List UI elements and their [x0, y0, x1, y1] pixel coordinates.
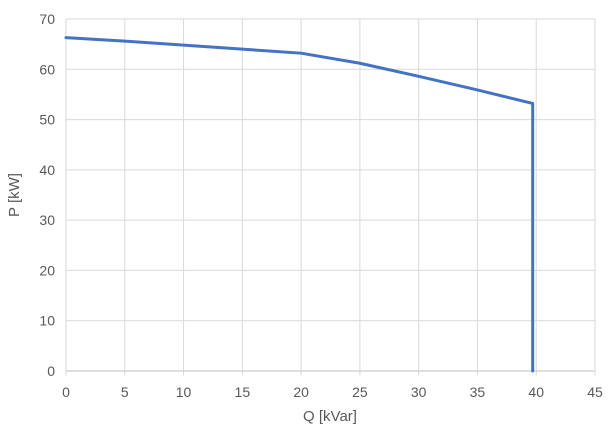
x-tick-label: 40: [528, 384, 544, 400]
x-tick-label: 10: [176, 384, 192, 400]
tick-labels: 0 10 20 30 40 50 60 70 0 5 10 15 20 25 30 35 40 45: [39, 11, 603, 400]
y-tick-label: 60: [39, 61, 55, 77]
y-tick-label: 10: [39, 313, 55, 329]
x-tick-marks: [65, 371, 596, 376]
data-series: [64, 36, 535, 373]
x-tick-label: 5: [121, 384, 129, 400]
y-tick-label: 40: [39, 162, 55, 178]
y-tick-label: 70: [39, 11, 55, 27]
x-tick-label: 20: [293, 384, 309, 400]
x-tick-label: 45: [587, 384, 603, 400]
x-axis-title: Q [kVar]: [303, 408, 357, 425]
x-tick-label: 15: [235, 384, 251, 400]
x-tick-label: 25: [352, 384, 368, 400]
pq-curve-line: [64, 36, 535, 373]
x-tick-label: 35: [470, 384, 486, 400]
gridlines: [65, 18, 596, 371]
y-tick-label: 0: [47, 363, 55, 379]
y-axis-title: P [kW]: [6, 173, 23, 217]
y-tick-label: 50: [39, 112, 55, 128]
x-tick-label: 0: [62, 384, 70, 400]
x-tick-label: 30: [411, 384, 427, 400]
y-tick-label: 30: [39, 212, 55, 228]
y-tick-label: 20: [39, 262, 55, 278]
